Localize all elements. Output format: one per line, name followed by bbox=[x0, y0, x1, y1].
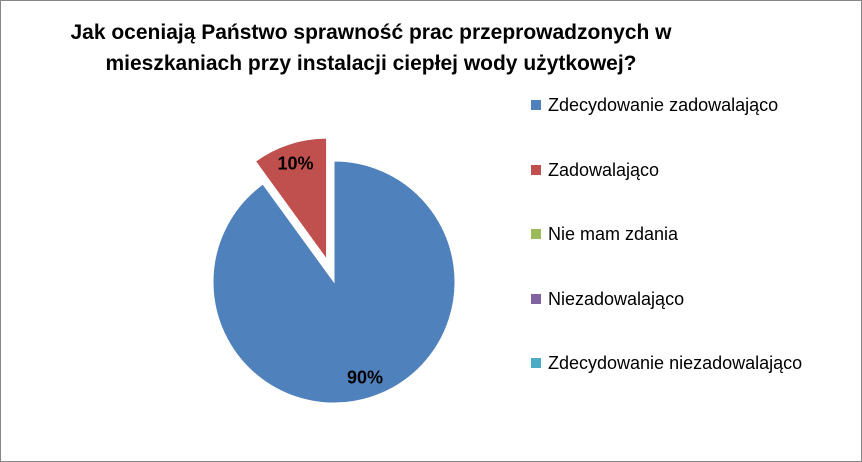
legend-item-4: Niezadowalająco bbox=[531, 287, 856, 352]
legend-label: Niezadowalająco bbox=[548, 288, 685, 309]
data-label-2: 10% bbox=[278, 154, 314, 174]
chart-title: Jak oceniają Państwo sprawność prac prze… bbox=[70, 21, 672, 75]
legend-swatch bbox=[531, 293, 541, 304]
legend-item-1: Zdecydowanie zadowalająco bbox=[531, 93, 856, 158]
legend-label: Zdecydowanie niezadowalająco bbox=[548, 353, 803, 373]
legend-swatch bbox=[531, 229, 541, 239]
legend-swatch bbox=[531, 100, 541, 110]
legend-swatch bbox=[531, 164, 541, 175]
pie-slice-2 bbox=[254, 137, 328, 261]
chart-legend: Zdecydowanie zadowalająco Zadowalająco Nie… bbox=[531, 93, 856, 416]
data-label-1: 90% bbox=[347, 368, 383, 388]
legend-item-3: Nie mam zdania bbox=[531, 222, 856, 287]
legend-item-5: Zdecydowanie niezadowalająco bbox=[531, 351, 856, 416]
legend-swatch bbox=[531, 358, 541, 368]
legend-label: Zdecydowanie zadowalająco bbox=[548, 95, 779, 115]
legend-label: Nie mam zdania bbox=[548, 224, 679, 244]
pie-slices bbox=[212, 137, 456, 404]
pie-data-labels: 90% 10% bbox=[278, 154, 384, 388]
pie-slice-1 bbox=[212, 160, 456, 404]
legend-item-2: Zadowalająco bbox=[531, 158, 856, 223]
legend-label: Zadowalająco bbox=[548, 159, 660, 180]
